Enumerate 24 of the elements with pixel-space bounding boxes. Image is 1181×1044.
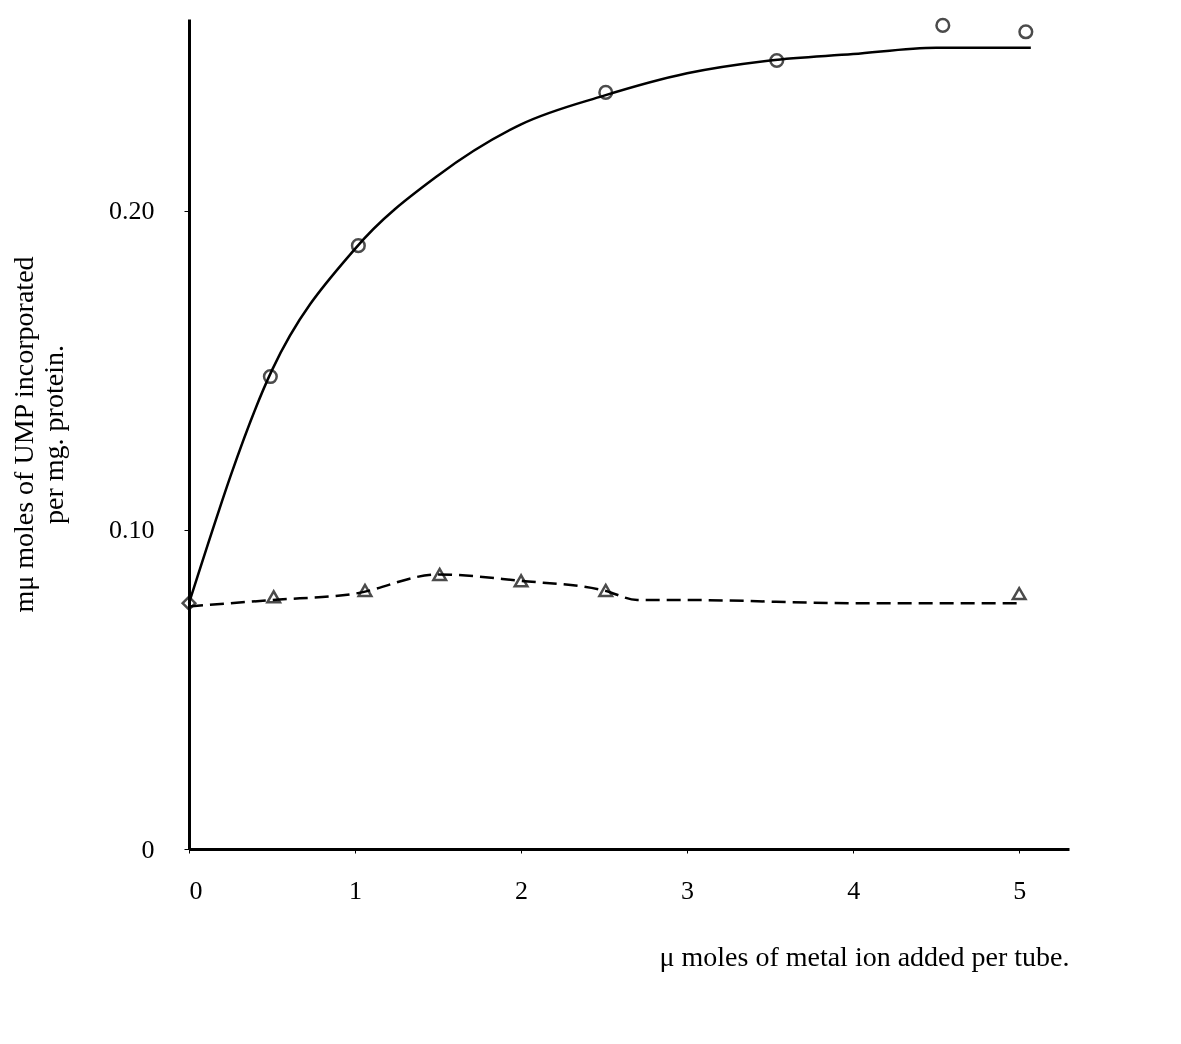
point [1011, 586, 1027, 601]
x-tick-label: 2 [515, 875, 529, 905]
x-tick-label: 4 [847, 875, 861, 905]
point [513, 574, 529, 588]
y-tick-label: 0.10 [109, 515, 155, 545]
point [935, 17, 951, 33]
x-tick-label: 1 [349, 875, 363, 905]
y-tick-label: 0.20 [109, 196, 155, 226]
point [262, 368, 278, 385]
point [266, 590, 282, 604]
point [432, 567, 448, 582]
x-tick-label: 0 [189, 875, 203, 905]
x-tick-label: 5 [1013, 875, 1027, 905]
point [769, 52, 785, 69]
x-axis-title: μ moles of metal ion added per tube. [659, 940, 1070, 972]
point [350, 238, 366, 254]
point [598, 84, 614, 100]
point [598, 583, 614, 598]
point [181, 595, 197, 611]
x-tick-label: 3 [681, 875, 695, 905]
point [1018, 24, 1034, 40]
y-tick-label: 0 [141, 834, 155, 864]
point [357, 583, 373, 598]
y-axis-title: mμ moles of UMP incorporated per mg. protein. [8, 256, 69, 613]
